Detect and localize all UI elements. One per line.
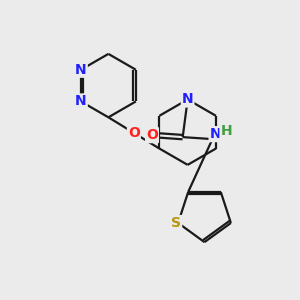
Text: N: N xyxy=(210,127,221,141)
Text: H: H xyxy=(220,124,232,138)
Text: N: N xyxy=(182,92,194,106)
Text: O: O xyxy=(128,126,140,140)
Text: O: O xyxy=(146,128,158,142)
Text: S: S xyxy=(171,216,181,230)
Text: N: N xyxy=(75,63,87,77)
Text: N: N xyxy=(75,94,87,109)
